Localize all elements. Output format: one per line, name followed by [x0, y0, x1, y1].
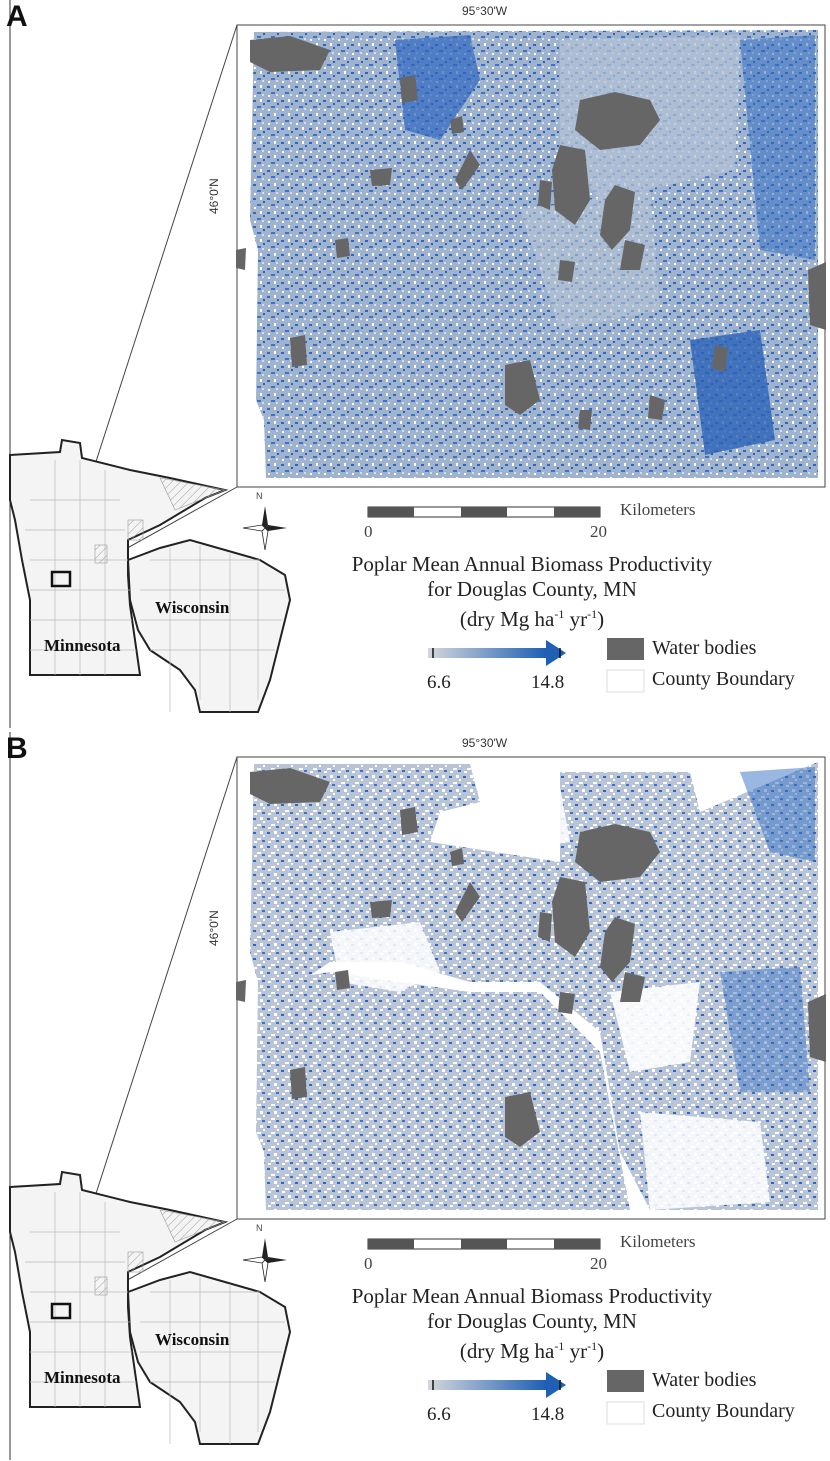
lake — [620, 972, 645, 1002]
high-productivity-zone — [740, 767, 815, 862]
water-bodies-swatch — [607, 638, 644, 660]
high-productivity-zone — [395, 35, 480, 140]
wisconsin-label: Wisconsin — [155, 598, 230, 617]
lake — [575, 92, 660, 150]
north-arrow — [242, 506, 287, 551]
lake — [290, 1067, 307, 1099]
minnesota-label: Minnesota — [44, 1368, 121, 1387]
scale-unit-label: Kilometers — [620, 1232, 696, 1251]
panel-b-graphics — [9, 732, 826, 1460]
lake — [455, 882, 480, 922]
lake — [250, 36, 330, 72]
north-arrow — [242, 1238, 287, 1283]
legend-units: (dry Mg ha-1 yr-1) — [459, 607, 605, 631]
lake — [575, 824, 660, 882]
color-ramp — [428, 640, 566, 666]
lake — [558, 992, 575, 1014]
lake — [290, 335, 307, 367]
lake — [370, 900, 392, 918]
productivity-raster — [266, 972, 630, 1210]
ramp-max-label: 14.8 — [531, 672, 565, 693]
county-boundary-label: County Boundary — [652, 1400, 795, 1422]
inset-map — [9, 438, 292, 713]
panel-b: B 95°30'W 46°0'N N Kilometers 0 20 Popla… — [0, 732, 830, 1460]
north-label: N — [256, 1223, 263, 1233]
minnesota-label: Minnesota — [44, 636, 121, 655]
legend-title-line2: for Douglas County, MN — [427, 577, 637, 601]
lake — [648, 395, 665, 420]
longitude-label: 95°30'W — [462, 4, 508, 18]
latitude-label: 46°0'N — [207, 178, 221, 214]
scale-start-label: 0 — [364, 522, 373, 541]
inset-map — [9, 1170, 292, 1445]
lake — [236, 248, 246, 270]
county-lines — [25, 460, 285, 712]
county-lines — [25, 1192, 285, 1444]
scale-end-label: 20 — [590, 522, 607, 541]
lake — [455, 150, 480, 190]
lake — [578, 410, 592, 430]
wisconsin-outline — [126, 538, 292, 713]
water-bodies — [236, 768, 826, 1147]
water-bodies — [236, 36, 826, 430]
scale-bar — [367, 1238, 601, 1250]
wisconsin-label: Wisconsin — [155, 1330, 230, 1349]
county-boundary-swatch — [606, 1401, 645, 1425]
lake — [600, 917, 635, 982]
ramp-max-label: 14.8 — [531, 1404, 565, 1425]
lake — [558, 260, 575, 282]
panel-a-graphics — [9, 0, 826, 728]
lake — [335, 970, 350, 990]
lake — [552, 145, 590, 225]
lake — [808, 994, 826, 1062]
scale-unit-label: Kilometers — [620, 500, 696, 519]
legend-title-line2: for Douglas County, MN — [427, 1309, 637, 1333]
lake — [505, 360, 540, 415]
panel-a: A 95°30'W 46°0'N N Kilometers 0 20 Popla… — [0, 0, 830, 728]
ramp-min-label: 6.6 — [427, 672, 451, 693]
wisconsin-outline — [126, 1270, 292, 1445]
lake — [505, 1092, 540, 1147]
high-productivity-zone — [720, 967, 810, 1092]
lake — [250, 768, 330, 804]
lake — [236, 980, 246, 1002]
lake — [335, 238, 350, 258]
water-bodies-swatch — [607, 1370, 644, 1392]
lake — [450, 116, 464, 134]
lake — [552, 877, 590, 957]
lake — [712, 345, 728, 372]
lake — [538, 180, 552, 210]
county-boundary-swatch — [606, 669, 645, 693]
lake — [370, 168, 392, 186]
panel-label: A — [6, 0, 28, 33]
scale-end-label: 20 — [590, 1254, 607, 1273]
legend-units: (dry Mg ha-1 yr-1) — [459, 1339, 605, 1363]
water-bodies-label: Water bodies — [652, 637, 757, 659]
lake — [400, 75, 418, 103]
panel-label: B — [6, 732, 28, 765]
latitude-label: 46°0'N — [207, 910, 221, 946]
north-label: N — [256, 491, 263, 501]
lake — [808, 262, 826, 330]
legend-title-line1: Poplar Mean Annual Biomass Productivity — [351, 1284, 713, 1308]
longitude-label: 95°30'W — [462, 736, 508, 750]
douglas-county-locator — [50, 1302, 72, 1320]
lake — [538, 912, 552, 942]
scale-bar — [367, 506, 601, 518]
lake — [400, 807, 418, 835]
scale-start-label: 0 — [364, 1254, 373, 1273]
county-boundary-label: County Boundary — [652, 668, 795, 690]
lake — [450, 848, 464, 866]
water-bodies-label: Water bodies — [652, 1369, 757, 1391]
color-ramp — [428, 1372, 566, 1398]
high-productivity-zone — [740, 35, 815, 260]
legend-title-line1: Poplar Mean Annual Biomass Productivity — [351, 552, 713, 576]
lake — [600, 185, 635, 250]
high-productivity-zone — [690, 330, 775, 455]
douglas-county-locator — [50, 570, 72, 588]
ramp-min-label: 6.6 — [427, 1404, 451, 1425]
lake — [620, 240, 645, 270]
